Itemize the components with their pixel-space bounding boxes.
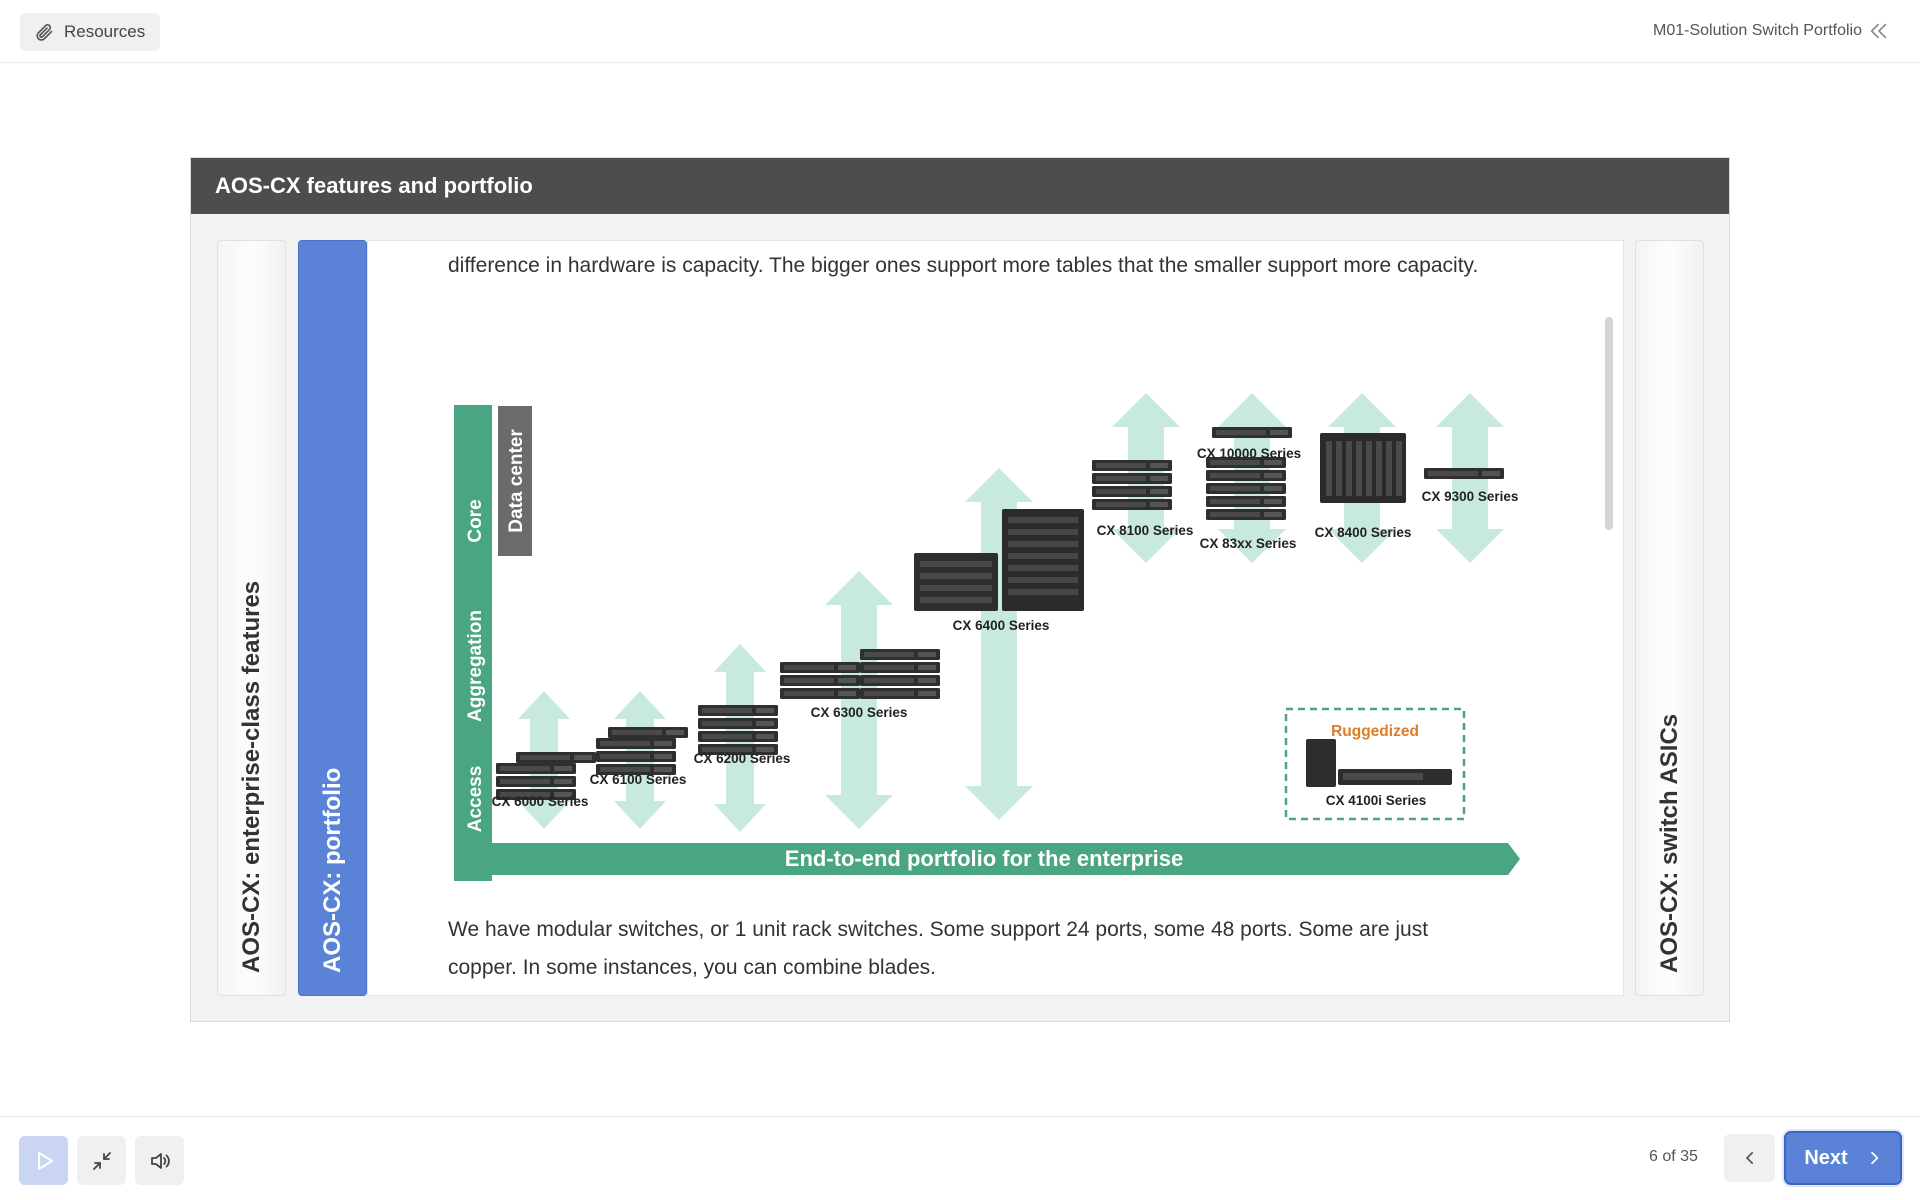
ruggedized-label: Ruggedized bbox=[1331, 723, 1419, 740]
volume-icon bbox=[150, 1152, 170, 1169]
data-center-label: Data center bbox=[506, 429, 527, 533]
portfolio-svg: CX 6000 Series CX 6100 Series CX 6200 Se… bbox=[454, 393, 1520, 923]
next-button[interactable]: Next bbox=[1784, 1131, 1902, 1185]
switch-images bbox=[496, 427, 1504, 800]
layer-access: Access bbox=[465, 766, 486, 833]
label-cx6100: CX 6100 Series bbox=[590, 772, 687, 787]
page-count: 6 of 35 bbox=[1649, 1148, 1698, 1165]
label-cx6000: CX 6000 Series bbox=[492, 794, 589, 809]
label-cx6400: CX 6400 Series bbox=[953, 618, 1050, 633]
chevron-right-icon bbox=[1870, 1151, 1878, 1165]
top-bar: Resources M01-Solution Switch Portfolio bbox=[0, 0, 1920, 63]
paperclip-icon bbox=[36, 24, 53, 41]
label-cx4100i: CX 4100i Series bbox=[1326, 793, 1427, 808]
resources-button[interactable]: Resources bbox=[20, 13, 161, 51]
tab-label: AOS-CX: switch ASICs bbox=[1655, 713, 1683, 973]
previous-button[interactable] bbox=[1724, 1134, 1775, 1182]
label-cx6300: CX 6300 Series bbox=[811, 705, 908, 720]
series-labels: CX 6000 Series CX 6100 Series CX 6200 Se… bbox=[492, 446, 1519, 809]
label-cx8100: CX 8100 Series bbox=[1097, 523, 1194, 538]
tab-enterprise-features[interactable]: AOS-CX: enterprise-class features bbox=[217, 240, 286, 996]
chevron-left-icon bbox=[1745, 1151, 1753, 1165]
bottom-bar bbox=[0, 1116, 1920, 1200]
layer-aggregation: Aggregation bbox=[465, 610, 486, 722]
slide-frame: AOS-CX features and portfolio AOS-CX: en… bbox=[190, 157, 1730, 1022]
label-cx6200: CX 6200 Series bbox=[694, 751, 791, 766]
axis-label: End-to-end portfolio for the enterprise bbox=[785, 846, 1183, 871]
tab-label: AOS-CX: enterprise-class features bbox=[237, 580, 265, 973]
slide-header: AOS-CX features and portfolio bbox=[191, 158, 1729, 214]
tab-portfolio[interactable]: AOS-CX: portfolio bbox=[298, 240, 367, 996]
play-button[interactable] bbox=[19, 1136, 68, 1185]
portfolio-diagram: CX 6000 Series CX 6100 Series CX 6200 Se… bbox=[448, 361, 1528, 923]
data-center-bar bbox=[498, 406, 532, 556]
label-cx10000: CX 10000 Series bbox=[1197, 446, 1301, 461]
next-label: Next bbox=[1804, 1146, 1848, 1169]
label-cx83xx: CX 83xx Series bbox=[1200, 536, 1297, 551]
play-icon bbox=[37, 1151, 53, 1170]
vertical-axis bbox=[454, 405, 492, 923]
minimize-icon bbox=[92, 1151, 111, 1170]
tab-switch-asics[interactable]: AOS-CX: switch ASICs bbox=[1635, 240, 1704, 996]
layer-core: Core bbox=[465, 499, 486, 542]
paragraph-top: difference in hardware is capacity. The … bbox=[448, 254, 1479, 277]
course-title: M01-Solution Switch Portfolio bbox=[1653, 22, 1862, 39]
volume-button[interactable] bbox=[135, 1136, 184, 1185]
label-cx9300: CX 9300 Series bbox=[1422, 489, 1519, 504]
tab-label: AOS-CX: portfolio bbox=[318, 767, 346, 973]
label-cx8400: CX 8400 Series bbox=[1315, 525, 1412, 540]
ruggedized-box bbox=[1284, 707, 1466, 821]
minimize-button[interactable] bbox=[77, 1136, 126, 1185]
slide-title: AOS-CX features and portfolio bbox=[215, 173, 533, 198]
resources-label: Resources bbox=[64, 22, 146, 41]
content-scrollbar[interactable] bbox=[1605, 317, 1613, 530]
horizontal-axis-arrow bbox=[454, 843, 1520, 875]
paragraph-bottom: We have modular switches, or 1 unit rack… bbox=[448, 918, 1429, 979]
content-panel: difference in hardware is capacity. The … bbox=[367, 240, 1624, 996]
double-chevron-left-icon[interactable] bbox=[1868, 20, 1890, 42]
